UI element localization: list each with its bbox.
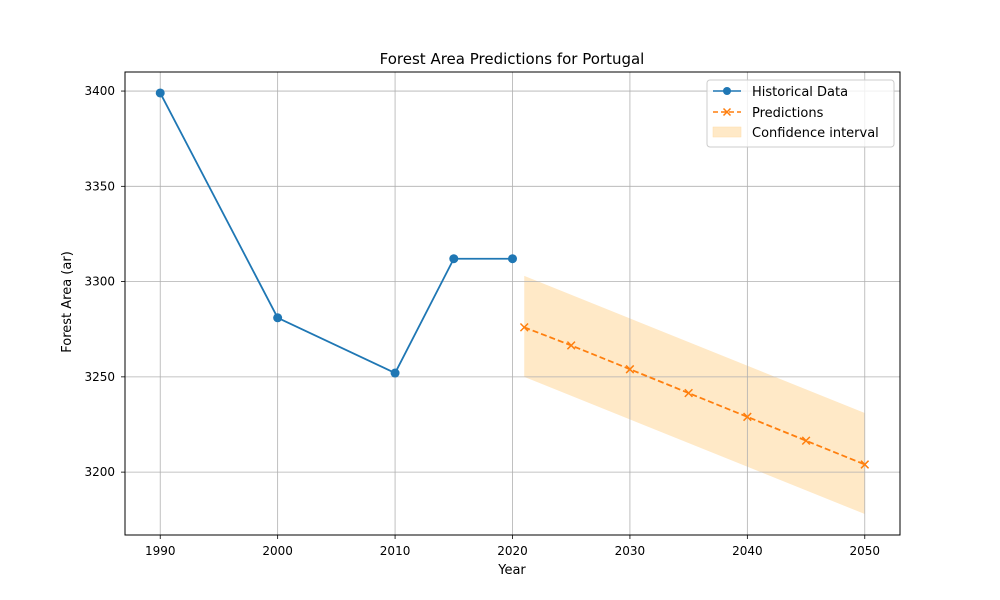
legend-predictions-label: Predictions [752, 106, 824, 121]
legend-historical-label: Historical Data [752, 85, 848, 100]
historical-data-point-2020 [508, 254, 517, 264]
historical-data-point-2000 [273, 313, 283, 323]
legend-confidence-label: Confidence interval [752, 126, 879, 141]
y-axis-label: Forest Area (ar) [60, 251, 75, 353]
legend: Historical Data Predictions Confidence i… [706, 79, 895, 148]
y-tick-label-3300: 3300 [84, 275, 115, 289]
historical-data-point-2015 [449, 254, 459, 264]
historical-data-point-1990 [155, 88, 165, 98]
y-axis-ticks: 3200 3250 3300 3350 3400 [84, 84, 125, 479]
x-tick-label-1990: 1990 [145, 544, 176, 558]
predictions-point-2040 [743, 412, 752, 422]
x-tick-label-2020: 2020 [497, 544, 528, 558]
predictions-point-2030 [625, 364, 635, 374]
legend-historical-marker [723, 87, 731, 95]
x-axis-label: Year [497, 563, 526, 578]
predictions-point-2035 [684, 388, 693, 398]
series-layer [155, 88, 870, 469]
y-tick-label-3350: 3350 [84, 179, 115, 193]
historical-data-line [159, 92, 513, 375]
predictions-point-2050 [860, 460, 870, 469]
x-tick-label-2040: 2040 [732, 544, 763, 558]
y-tick-label-3200: 3200 [84, 465, 115, 479]
x-tick-label-2050: 2050 [849, 544, 880, 558]
y-tick-label-3250: 3250 [84, 370, 115, 384]
legend-box [706, 79, 895, 148]
x-tick-label-2030: 2030 [615, 544, 646, 558]
x-tick-label-2010: 2010 [380, 544, 411, 558]
predictions-point-2025 [566, 341, 576, 350]
historical-data-point-2010 [390, 368, 400, 378]
chart-title: Forest Area Predictions for Portugal [380, 50, 645, 68]
predictions-point-2045 [801, 436, 811, 446]
legend-predictions-marker [722, 107, 732, 117]
x-tick-label-2000: 2000 [262, 544, 293, 558]
legend-confidence-swatch [712, 126, 742, 138]
x-axis-ticks: 1990 2000 2010 2020 2030 2040 2050 [145, 535, 880, 558]
predictions-point-2021 [519, 322, 529, 332]
y-tick-label-3400: 3400 [84, 84, 115, 98]
